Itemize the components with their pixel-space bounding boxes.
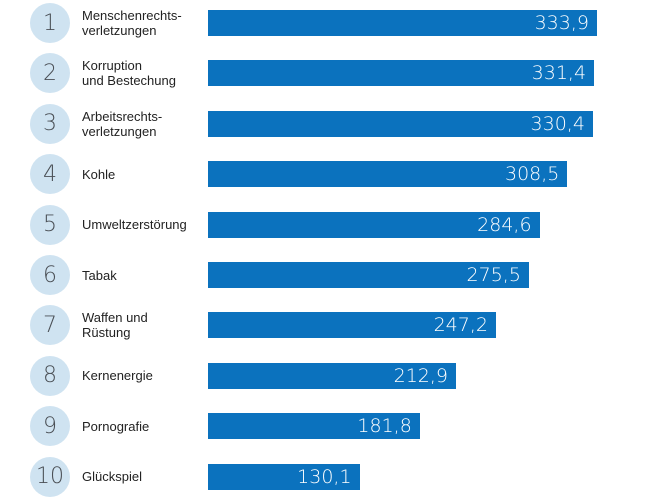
- rank-badge: 5: [30, 204, 70, 245]
- value-label: 330,4: [530, 112, 585, 135]
- rank-badge: 4: [30, 154, 70, 195]
- value-label: 275,5: [466, 264, 521, 286]
- rank-badge: 2: [30, 53, 70, 94]
- rank-badge: 9: [30, 406, 70, 447]
- rank-badge: 10: [30, 456, 70, 497]
- category-label: Kohle: [82, 166, 116, 182]
- value-label: 130,1: [297, 465, 352, 488]
- rank-badge: 8: [30, 355, 70, 396]
- rank-badge: 7: [30, 305, 70, 346]
- bar: 130,1: [208, 463, 360, 490]
- value-label: 331,4: [531, 62, 587, 85]
- bar: 181,8: [208, 413, 420, 440]
- rank-badge: 3: [30, 103, 70, 144]
- category-label: Pornografie: [82, 418, 150, 434]
- value-label: 308,5: [505, 163, 560, 186]
- bar: 333,9: [208, 10, 597, 36]
- category-label: Tabak: [82, 267, 117, 283]
- bar: 308,5: [208, 161, 568, 188]
- category-label: Kernenergie: [82, 368, 153, 384]
- value-label: 181,8: [357, 415, 412, 438]
- bar: 247,2: [208, 312, 496, 339]
- rank-badge: 1: [30, 3, 70, 43]
- rank-badge: 6: [30, 255, 70, 295]
- category-label: Arbeitsrechts- verletzungen: [82, 108, 163, 139]
- value-label: 333,9: [534, 12, 589, 34]
- bar: 330,4: [208, 110, 593, 137]
- bar: 275,5: [208, 262, 529, 288]
- value-label: 247,2: [433, 314, 488, 337]
- category-label: Korruption und Bestechung: [82, 58, 176, 89]
- category-label: Menschenrechts- verletzungen: [82, 8, 182, 38]
- value-label: 212,9: [393, 364, 449, 387]
- category-label: Umweltzerstörung: [82, 217, 187, 233]
- category-label: Waffen und Rüstung: [82, 310, 148, 341]
- bar: 212,9: [208, 362, 457, 389]
- category-label: Glückspiel: [82, 469, 142, 485]
- bar: 284,6: [208, 211, 540, 238]
- bar: 331,4: [208, 60, 595, 87]
- value-label: 284,6: [477, 213, 532, 236]
